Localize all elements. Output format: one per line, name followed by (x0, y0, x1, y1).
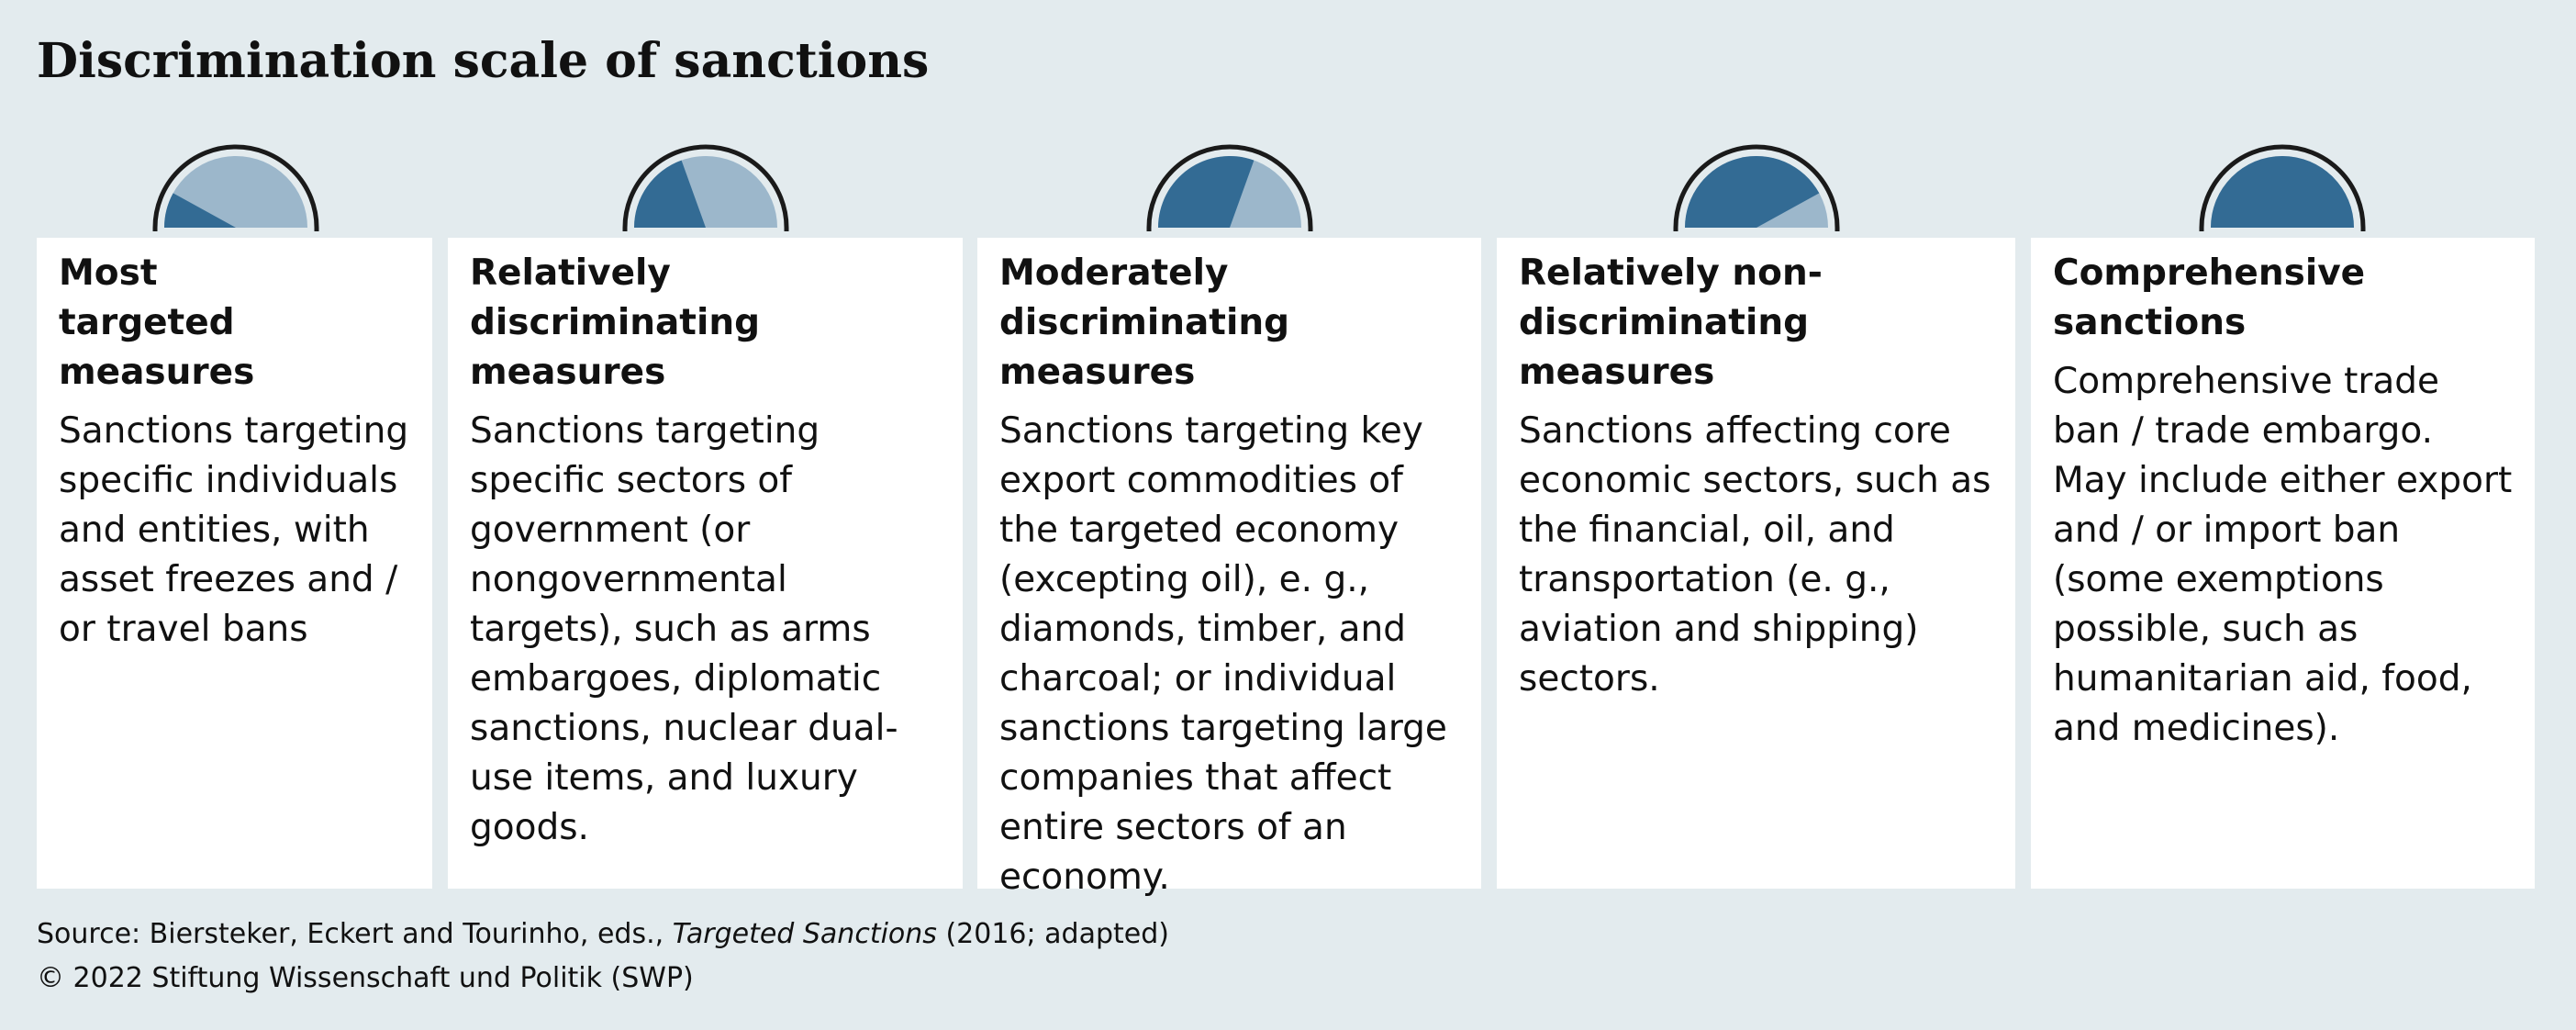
gauge-icon-most-targeted (152, 144, 319, 231)
gauge-icon-comprehensive (2199, 144, 2366, 231)
card-title: Most targeted measures (59, 252, 255, 393)
gauge-fill (164, 193, 236, 228)
source-note: Source: Biersteker, Eckert and Tourinho,… (37, 914, 1169, 955)
card-description: Sanctions targeting specific individuals… (59, 410, 409, 650)
card-moderately-discriminating: Moderately discriminating measures Sanct… (977, 238, 1481, 898)
gauge-fill (634, 160, 706, 228)
card-description: Sanctions affecting core economic sector… (1519, 410, 1991, 700)
copyright-note: © 2022 Stiftung Wissenschaft und Politik… (37, 962, 694, 994)
card-title: Relatively non-discriminating measures (1519, 252, 1823, 393)
card-title: Relatively discriminating measures (470, 252, 760, 393)
gauge-icon-moderately-discriminating (1146, 144, 1313, 231)
card-relatively-discriminating: Relatively discriminating measures Sanct… (448, 238, 963, 889)
card-title: Comprehensive sanctions (2053, 252, 2366, 343)
gauge-outline (1673, 144, 1840, 231)
gauge-outline (152, 144, 319, 231)
page-title: Discrimination scale of sanctions (37, 33, 930, 89)
gauge-outline (1146, 144, 1313, 231)
gauge-fill (1685, 156, 1820, 228)
card-description: Comprehensive trade ban / trade embargo.… (2053, 361, 2513, 749)
source-prefix: Source: Biersteker, Eckert and Tourinho,… (37, 918, 673, 950)
card-comprehensive: Comprehensive sanctions Comprehensive tr… (2031, 238, 2535, 889)
gauge-fill (2211, 156, 2354, 228)
card-description: Sanctions targeting key export commoditi… (999, 410, 1447, 898)
card-relatively-non-discriminating: Relatively non-discriminating measures S… (1497, 238, 2015, 889)
gauge-icon-relatively-discriminating (622, 144, 789, 231)
card-description: Sanctions targeting specific sectors of … (470, 410, 898, 848)
gauge-fill (1158, 155, 1255, 228)
gauge-outline (2199, 144, 2366, 231)
gauge-icon-relatively-non-discriminating (1673, 144, 1840, 231)
card-most-targeted: Most targeted measures Sanctions targeti… (37, 238, 432, 889)
source-suffix: (2016; adapted) (936, 918, 1169, 950)
gauge-outline (622, 144, 789, 231)
source-title: Targeted Sanctions (672, 918, 937, 950)
card-title: Moderately discriminating measures (999, 252, 1289, 393)
